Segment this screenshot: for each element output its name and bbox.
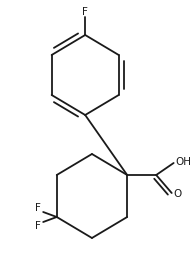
Text: F: F	[35, 221, 41, 231]
Text: OH: OH	[176, 157, 191, 167]
Text: F: F	[35, 203, 41, 213]
Text: O: O	[174, 189, 182, 199]
Text: F: F	[82, 7, 88, 17]
